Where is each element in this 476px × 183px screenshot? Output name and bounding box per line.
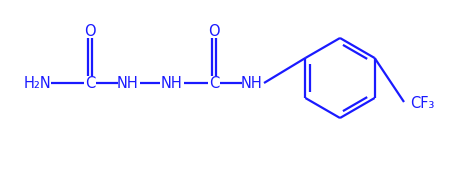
- Text: NH: NH: [117, 76, 139, 91]
- Text: H₂N: H₂N: [24, 76, 52, 91]
- Text: O: O: [208, 23, 219, 38]
- Text: C: C: [85, 76, 95, 91]
- Text: O: O: [84, 23, 96, 38]
- Text: NH: NH: [161, 76, 182, 91]
- Text: CF₃: CF₃: [409, 96, 434, 111]
- Text: C: C: [208, 76, 218, 91]
- Text: NH: NH: [241, 76, 262, 91]
